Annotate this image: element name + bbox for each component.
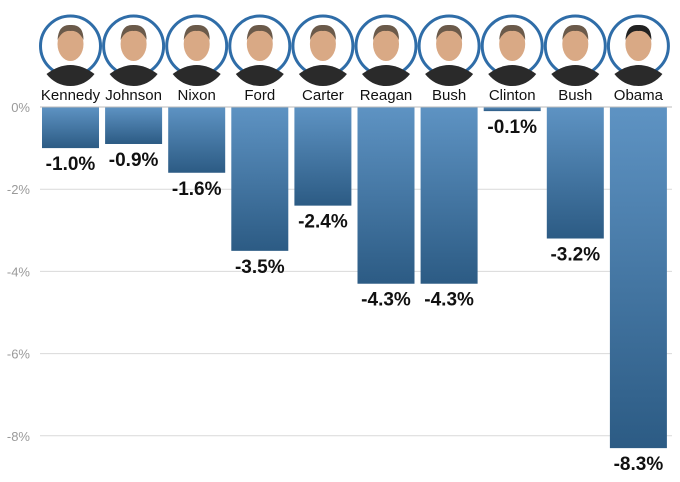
- hair-shape: [625, 24, 652, 40]
- hair-shape: [183, 24, 210, 40]
- value-label: -3.5%: [235, 257, 285, 278]
- suit-shape: [298, 65, 347, 86]
- suit-shape: [46, 65, 95, 87]
- bar-johnson: [105, 107, 163, 144]
- hair-shape: [57, 24, 84, 40]
- category-label: Carter: [302, 87, 344, 104]
- category-label: Clinton: [489, 87, 536, 104]
- category-label: Nixon: [178, 87, 216, 104]
- face-shape: [562, 27, 589, 61]
- value-label: -8.3%: [614, 454, 664, 475]
- bar-reagan: [357, 107, 415, 284]
- value-label: -4.3%: [361, 290, 411, 311]
- hair-shape: [309, 24, 336, 40]
- face-shape: [57, 27, 84, 61]
- bar-clinton: [483, 107, 541, 112]
- value-label: -3.2%: [550, 245, 600, 266]
- face-shape: [373, 27, 399, 61]
- suit-shape: [425, 65, 474, 87]
- value-label: -1.0%: [46, 154, 96, 175]
- bar-bush: [546, 107, 604, 239]
- face-shape: [183, 27, 210, 61]
- y-tick-label: 0%: [11, 100, 30, 115]
- suit-shape: [614, 65, 663, 87]
- value-label: -2.4%: [298, 212, 348, 233]
- hair-shape: [373, 24, 399, 40]
- bar-nixon: [168, 107, 226, 173]
- face-shape: [246, 27, 273, 61]
- bar-carter: [294, 107, 352, 206]
- value-label: -4.3%: [424, 290, 474, 311]
- suit-shape: [551, 65, 600, 87]
- suit-shape: [235, 65, 284, 86]
- suit-shape: [172, 65, 221, 87]
- hair-shape: [246, 24, 273, 40]
- face-shape: [625, 27, 652, 61]
- category-label: Bush: [432, 87, 466, 104]
- value-label: -1.6%: [172, 179, 222, 200]
- hair-shape: [120, 24, 147, 40]
- value-label: -0.9%: [109, 150, 159, 171]
- face-shape: [309, 27, 336, 61]
- y-tick-label: -8%: [7, 429, 31, 444]
- category-label: Reagan: [360, 87, 413, 104]
- category-label: Ford: [244, 87, 275, 104]
- bar-obama: [609, 107, 667, 449]
- y-tick-label: -4%: [7, 264, 31, 279]
- suit-shape: [109, 65, 158, 87]
- value-label: -0.1%: [487, 117, 537, 138]
- face-shape: [499, 27, 526, 61]
- category-label: Johnson: [105, 87, 162, 104]
- bar-bush: [420, 107, 478, 284]
- y-tick-label: -6%: [7, 347, 31, 362]
- hair-shape: [562, 24, 589, 40]
- face-shape: [436, 27, 463, 61]
- bar-ford: [231, 107, 289, 251]
- hair-shape: [499, 24, 526, 40]
- y-tick-label: -2%: [7, 182, 31, 197]
- category-label: Bush: [558, 87, 592, 104]
- bar-kennedy: [42, 107, 99, 149]
- suit-shape: [362, 65, 410, 86]
- hair-shape: [436, 24, 463, 40]
- category-label: Kennedy: [41, 87, 101, 104]
- suit-shape: [488, 65, 537, 87]
- face-shape: [120, 27, 147, 61]
- category-label: Obama: [614, 87, 664, 104]
